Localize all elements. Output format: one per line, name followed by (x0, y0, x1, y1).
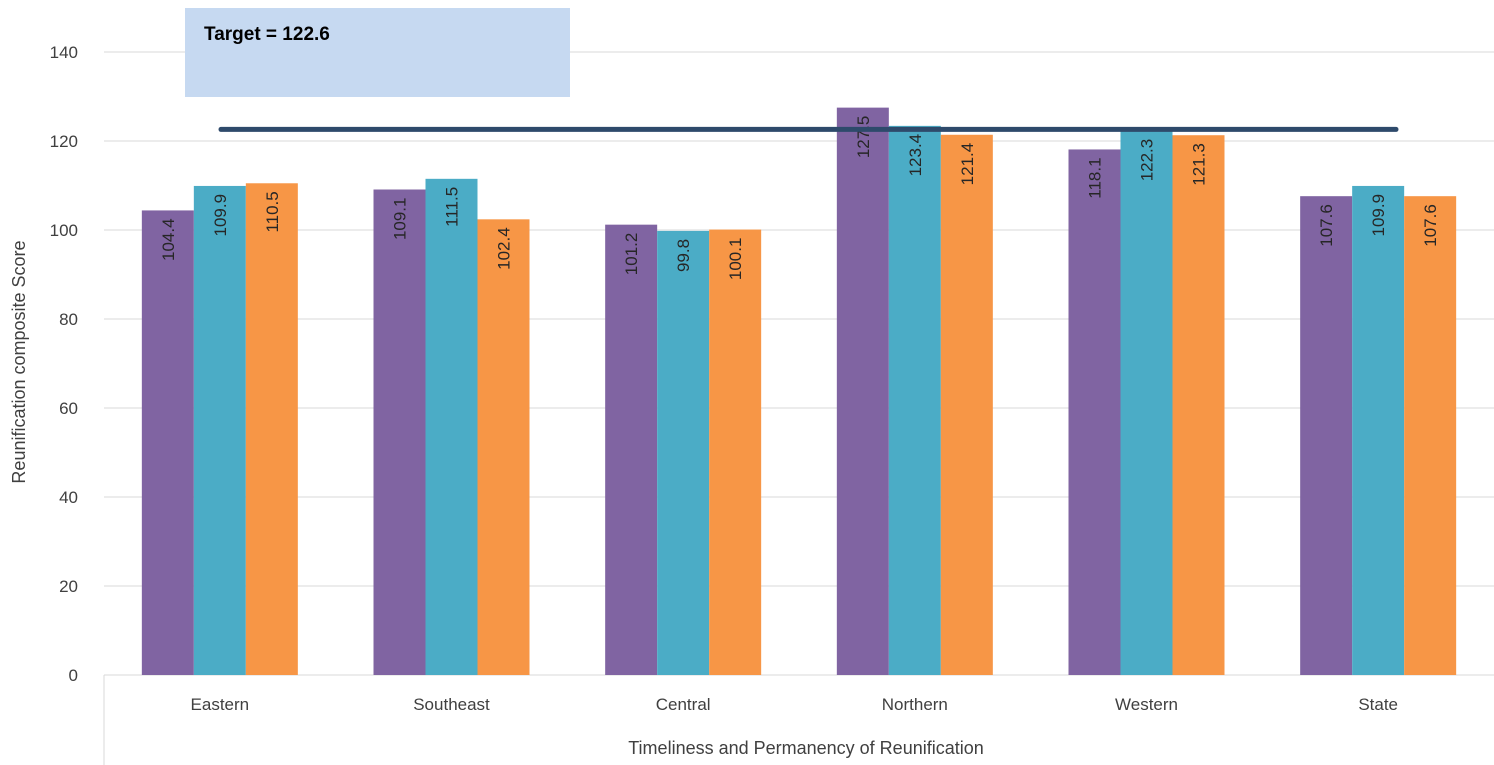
bar (1404, 196, 1457, 675)
y-tick-label: 40 (59, 488, 78, 507)
bar (1300, 196, 1353, 675)
bar-value-label: 109.1 (391, 198, 410, 241)
bar (425, 178, 478, 675)
x-tick-label: Central (656, 695, 711, 714)
x-axis-ticks: Eastern Southeast Central Northern Western St… (191, 695, 1398, 714)
bar (245, 183, 298, 675)
bar (141, 210, 194, 676)
bar-data-labels: 104.4 109.9 110.5 109.1 111.5 102.4 101.2 99.8 1… (159, 116, 1440, 280)
y-tick-label: 20 (59, 577, 78, 596)
y-tick-label: 0 (69, 666, 78, 685)
bar-value-label: 102.4 (495, 227, 514, 270)
y-tick-label: 100 (50, 221, 78, 240)
y-tick-label: 60 (59, 399, 78, 418)
target-label-box (185, 8, 570, 97)
bar (477, 219, 530, 675)
bar-value-label: 101.2 (622, 233, 641, 276)
bar-value-label: 99.8 (674, 239, 693, 272)
x-tick-label: Southeast (413, 695, 490, 714)
bar (657, 230, 710, 675)
bar-value-label: 100.1 (726, 238, 745, 281)
x-tick-label: Western (1115, 695, 1178, 714)
bar-series-group (141, 107, 1457, 676)
gridlines (104, 51, 1494, 587)
bar-value-label: 121.3 (1190, 143, 1209, 186)
bar-value-label: 104.4 (159, 218, 178, 261)
bar-value-label: 109.9 (211, 194, 230, 237)
bar-value-label: 110.5 (263, 191, 282, 232)
y-tick-label: 120 (50, 132, 78, 151)
bar (1068, 149, 1121, 675)
bar-value-label: 122.3 (1138, 139, 1157, 182)
bar-value-label: 107.6 (1421, 204, 1440, 247)
x-tick-label: State (1358, 695, 1398, 714)
bar (1352, 185, 1405, 675)
y-axis-ticks: 0 20 40 60 80 100 120 140 (50, 43, 78, 685)
y-tick-label: 80 (59, 310, 78, 329)
bar (373, 189, 426, 675)
bar (836, 107, 889, 675)
bar-value-label: 121.4 (958, 143, 977, 186)
bar (605, 224, 658, 675)
bar (1120, 130, 1173, 675)
bar (888, 125, 941, 676)
y-axis-title: Reunification composite Score (9, 240, 29, 483)
bar-value-label: 107.6 (1317, 204, 1336, 247)
bar (1172, 135, 1225, 676)
bar-value-label: 123.4 (906, 134, 925, 177)
x-tick-label: Eastern (191, 695, 250, 714)
bar-value-label: 127.5 (854, 116, 873, 159)
bar (193, 185, 246, 675)
target-annotation: Target = 122.6 (185, 8, 1399, 132)
target-label: Target = 122.6 (204, 24, 330, 45)
y-tick-label: 140 (50, 43, 78, 62)
axes (103, 674, 1494, 765)
bar (709, 229, 762, 675)
x-axis-title: Timeliness and Permanency of Reunificati… (628, 738, 984, 758)
x-tick-label: Northern (882, 695, 948, 714)
bar-value-label: 111.5 (443, 187, 462, 227)
bar-value-label: 109.9 (1369, 194, 1388, 237)
bar (940, 134, 993, 675)
bar-value-label: 118.1 (1086, 157, 1105, 198)
